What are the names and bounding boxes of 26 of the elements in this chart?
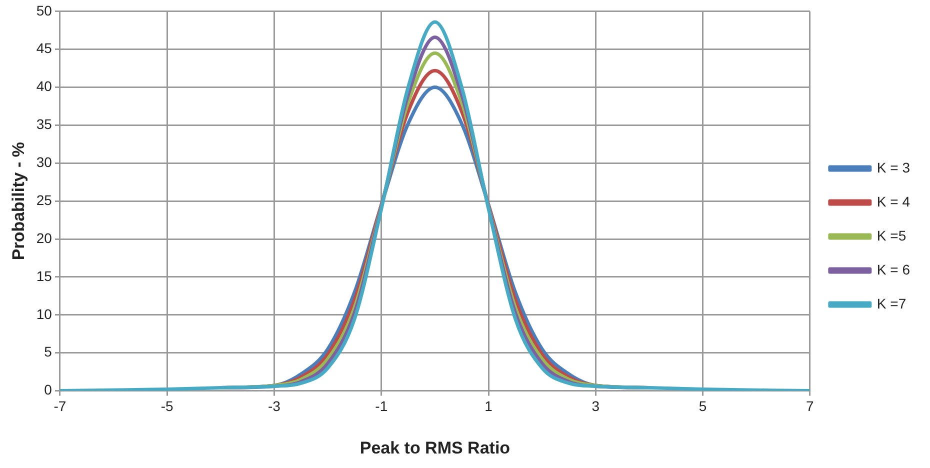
legend-label: K =5 (876, 227, 906, 244)
x-tick-label: 5 (698, 398, 707, 414)
x-tick-label: 3 (592, 398, 600, 414)
y-tick-label: 25 (36, 192, 52, 208)
y-tick-label: 5 (44, 344, 52, 360)
x-axis-title: Peak to RMS Ratio (360, 438, 510, 458)
legend-label: K =7 (876, 295, 906, 312)
x-tick-label: -7 (54, 398, 66, 414)
y-tick-label: 30 (36, 154, 52, 170)
legend-label: K = 4 (876, 193, 910, 210)
legend-label: K = 6 (876, 261, 910, 278)
y-tick-label: 0 (44, 382, 52, 398)
y-tick-label: 45 (36, 40, 52, 56)
y-tick-label: 40 (36, 78, 52, 94)
x-tick-label: 1 (484, 398, 493, 414)
x-tick-label: -1 (375, 398, 388, 414)
x-tick-label: -3 (268, 398, 281, 414)
legend-label: K = 3 (876, 159, 910, 176)
y-axis-title: Probability - % (8, 142, 28, 260)
x-tick-label: -5 (160, 398, 174, 414)
y-tick-label: 35 (36, 116, 52, 132)
y-tick-label: 15 (36, 268, 52, 284)
y-tick-label: 20 (36, 230, 52, 246)
x-tick-label: 7 (806, 398, 814, 414)
y-tick-label: 10 (36, 306, 52, 322)
y-tick-label: 50 (36, 2, 52, 18)
